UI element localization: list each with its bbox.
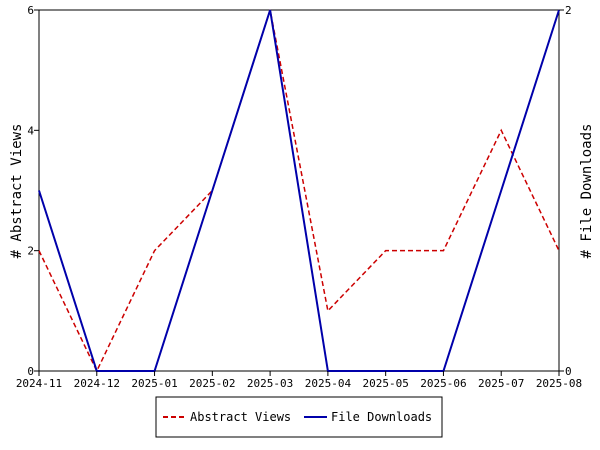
y-axis-left-label: # Abstract Views (9, 124, 25, 259)
x-tick-label: 2024-11 (16, 377, 62, 390)
x-tick-label: 2025-06 (420, 377, 466, 390)
legend-label: File Downloads (331, 410, 432, 424)
y-left-tick-label: 0 (27, 365, 34, 378)
legend: Abstract Views File Downloads (155, 396, 443, 438)
x-tick-label: 2025-01 (131, 377, 177, 390)
y-axis-right-label: # File Downloads (579, 124, 595, 259)
y-left-tick-label: 6 (27, 4, 34, 17)
x-tick-label: 2025-03 (247, 377, 293, 390)
x-tick-label: 2025-07 (478, 377, 524, 390)
x-tick-label: 2025-02 (189, 377, 235, 390)
y-axis-left: 0 2 4 6 (27, 4, 39, 378)
legend-box (155, 396, 443, 438)
series-line-file-downloads (38, 9, 560, 372)
y-left-tick-label: 4 (27, 124, 34, 137)
legend-label: Abstract Views (190, 410, 291, 424)
series-layer (38, 9, 560, 373)
x-tick-label: 2025-08 (536, 377, 582, 390)
x-tick-label: 2024-12 (74, 377, 120, 390)
x-tick-label: 2025-05 (362, 377, 408, 390)
x-tick-label: 2025-04 (305, 377, 352, 390)
y-right-tick-label: 0 (565, 365, 572, 378)
y-axis-right: 02 (559, 4, 572, 378)
series-line-abstract-views (38, 9, 560, 373)
y-left-tick-label: 2 (27, 245, 34, 258)
x-axis: 2024-11 2024-12 2025-01 2025-02 2025-03 2025-… (16, 371, 582, 390)
y-right-tick-label: 2 (565, 4, 572, 17)
